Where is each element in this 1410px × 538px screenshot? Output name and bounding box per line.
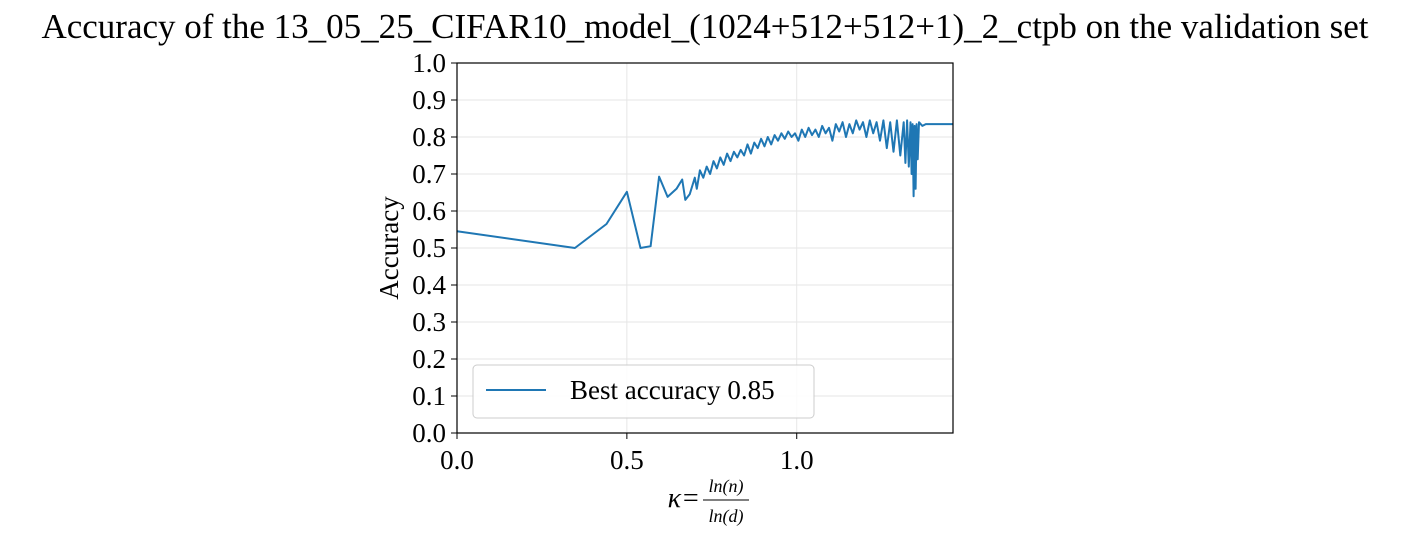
x-axis-label: κ= ln(n) ln(d): [668, 476, 749, 527]
y-tick-label: 0.4: [412, 270, 446, 300]
x-ticks: 0.0 0.5 1.0: [440, 433, 814, 475]
x-axis-label-numerator: ln(n): [709, 476, 744, 497]
chart-title: Accuracy of the 13_05_25_CIFAR10_model_(…: [41, 7, 1368, 46]
y-tick-label: 0.1: [412, 381, 446, 411]
series-line: [456, 119, 953, 249]
y-ticks: 0.0 0.1 0.2 0.3 0.4 0.5 0.6 0.7 0.8 0.9 1.0: [412, 48, 457, 448]
y-tick-label: 1.0: [412, 48, 446, 78]
x-tick-label: 0.5: [610, 445, 644, 475]
y-tick-label: 0.9: [412, 85, 446, 115]
x-axis-label-prefix: κ=: [668, 483, 700, 514]
x-tick-label: 0.0: [440, 445, 474, 475]
x-tick-label: 1.0: [780, 445, 814, 475]
y-tick-label: 0.7: [412, 159, 446, 189]
legend-label: Best accuracy 0.85: [570, 375, 775, 405]
y-tick-label: 0.2: [412, 344, 446, 374]
y-tick-label: 0.5: [412, 233, 446, 263]
x-axis-label-denominator: ln(d): [709, 506, 744, 527]
y-tick-label: 0.6: [412, 196, 446, 226]
y-tick-label: 0.8: [412, 122, 446, 152]
y-tick-label: 0.0: [412, 418, 446, 448]
data-line-group: [456, 119, 953, 249]
y-tick-label: 0.3: [412, 307, 446, 337]
y-axis-label: Accuracy: [374, 196, 404, 300]
legend: Best accuracy 0.85: [472, 364, 815, 419]
legend-box: [472, 364, 815, 419]
